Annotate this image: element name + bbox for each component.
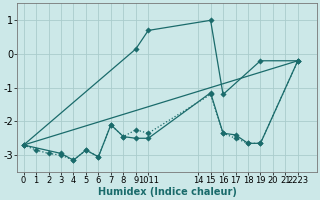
X-axis label: Humidex (Indice chaleur): Humidex (Indice chaleur) <box>98 187 236 197</box>
